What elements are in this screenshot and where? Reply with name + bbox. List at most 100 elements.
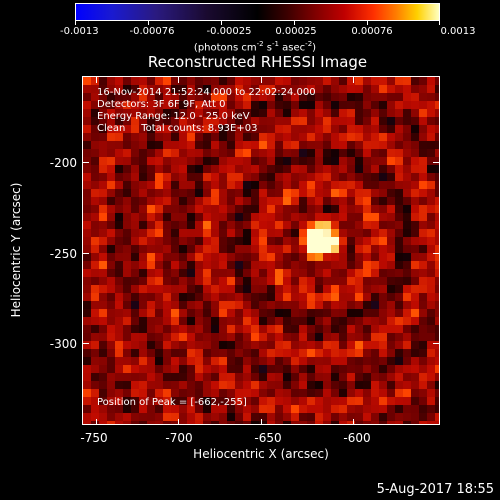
heatmap-cell [387,421,395,424]
heatmap-cell [307,205,315,213]
heatmap-cell [83,365,91,373]
heatmap-cell [395,181,403,189]
heatmap-cell [243,333,251,341]
heatmap-cell [371,285,379,293]
heatmap-cell [179,85,187,93]
heatmap-cell [411,141,419,149]
heatmap-cell [307,349,315,357]
heatmap-cell [347,149,355,157]
heatmap-cell [411,213,419,221]
heatmap-cell [387,149,395,157]
heatmap-cell [83,101,91,109]
heatmap-cell [315,333,323,341]
heatmap-cell [323,205,331,213]
heatmap-cell [403,173,411,181]
x-tick-top [353,77,354,83]
heatmap-cell [115,157,123,165]
heatmap-cell [219,221,227,229]
heatmap-cell [323,349,331,357]
heatmap-cell [259,397,267,405]
heatmap-cell [107,253,115,261]
heatmap-cell [131,325,139,333]
heatmap-cell [83,301,91,309]
heatmap-cell [211,197,219,205]
heatmap-cell [155,77,163,85]
heatmap-cell [227,261,235,269]
heatmap-cell [403,205,411,213]
heatmap-cell [147,181,155,189]
heatmap-cell [179,301,187,309]
heatmap-cell [259,125,267,133]
heatmap-cell [139,325,147,333]
heatmap-cell [163,237,171,245]
heatmap-cell [99,189,107,197]
heatmap-cell [427,341,435,349]
heatmap-cell [83,333,91,341]
heatmap-cell [219,413,227,421]
heatmap-cell [435,125,439,133]
heatmap-cell [187,221,195,229]
heatmap-cell [179,381,187,389]
heatmap-cell [347,333,355,341]
heatmap-cell [395,357,403,365]
heatmap-cell [339,293,347,301]
heatmap-cell [99,141,107,149]
heatmap-cell [115,173,123,181]
heatmap-cell [363,301,371,309]
heatmap-cell [331,349,339,357]
heatmap-cell [315,405,323,413]
heatmap-cell [299,141,307,149]
heatmap-cell [195,317,203,325]
heatmap-cell [243,277,251,285]
heatmap-cell [251,333,259,341]
heatmap-cell [339,125,347,133]
heatmap-cell [307,213,315,221]
heatmap-cell [187,349,195,357]
heatmap-cell [203,181,211,189]
heatmap-cell [195,285,203,293]
heatmap-cell [147,389,155,397]
heatmap-cell [203,197,211,205]
heatmap-cell [147,205,155,213]
heatmap-cell [283,77,291,85]
heatmap-cell [379,109,387,117]
heatmap-cell [347,109,355,117]
heatmap-cell [131,333,139,341]
heatmap-cell [307,261,315,269]
heatmap-cell [195,421,203,424]
heatmap-cell [427,317,435,325]
heatmap-cell [411,373,419,381]
heatmap-cell [251,285,259,293]
heatmap-cell [171,229,179,237]
heatmap-cell [123,229,131,237]
heatmap-cell [259,133,267,141]
heatmap-cell [371,405,379,413]
heatmap-cell [267,421,275,424]
heatmap-cell [203,261,211,269]
heatmap-cell [219,213,227,221]
heatmap-cell [203,109,211,117]
heatmap-cell [299,229,307,237]
heatmap-cell [315,237,323,245]
heatmap-cell [331,197,339,205]
heatmap-cell [83,421,91,424]
heatmap-cell [363,133,371,141]
heatmap-cell [251,125,259,133]
heatmap-cell [219,125,227,133]
heatmap-cell [267,269,275,277]
heatmap-cell [267,365,275,373]
heatmap-cell [355,317,363,325]
heatmap-cell [155,133,163,141]
heatmap-cell [171,181,179,189]
heatmap-cell [123,157,131,165]
heatmap-cell [243,397,251,405]
heatmap-cell [315,141,323,149]
heatmap-cell [379,325,387,333]
heatmap-cell [371,229,379,237]
heatmap-cell [139,173,147,181]
heatmap-cell [131,117,139,125]
heatmap-cell [323,141,331,149]
heatmap-cell [163,205,171,213]
heatmap-cell [299,253,307,261]
heatmap-cell [379,189,387,197]
